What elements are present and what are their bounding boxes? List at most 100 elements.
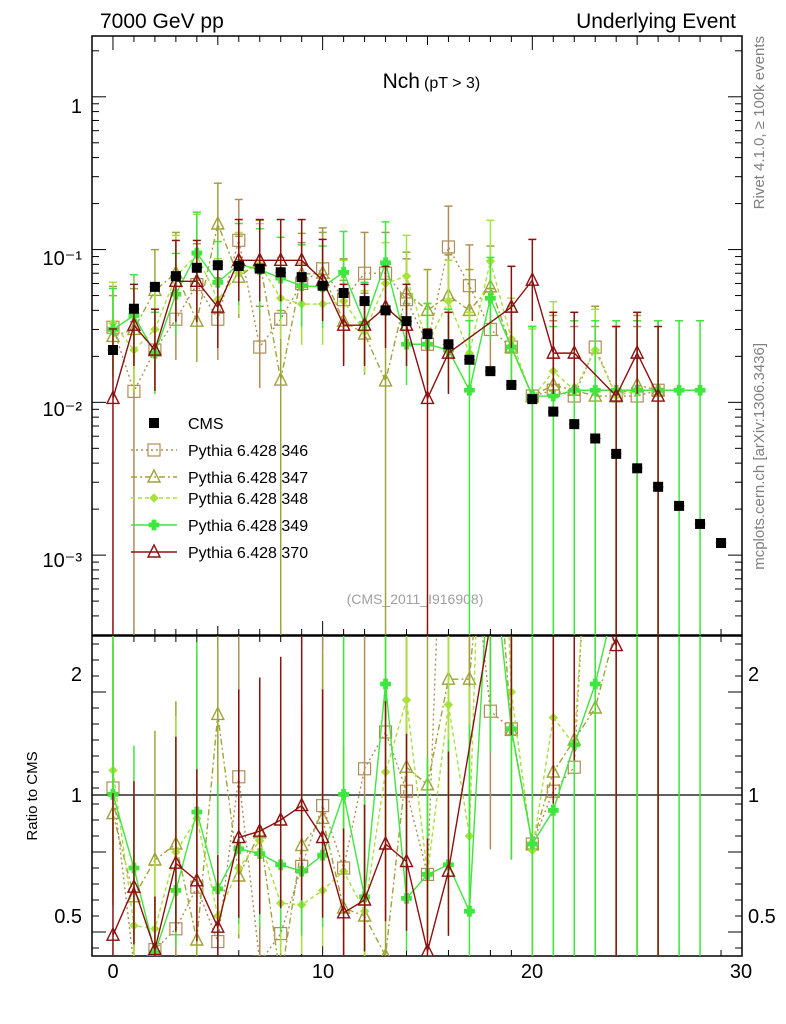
cms-data-point: [590, 433, 601, 444]
ratio-data-point: [609, 637, 624, 652]
ratio-series-line: [112, 636, 582, 956]
cms-data-point: [485, 366, 496, 377]
cms-data-point: [149, 281, 160, 292]
ratio-data-point: [381, 947, 390, 956]
ratio-data-point: [420, 942, 435, 956]
ratio-series-line: [112, 636, 618, 953]
ratio-data-point: [252, 822, 267, 837]
ratio-data-point: [147, 941, 163, 956]
ratio-data-point: [210, 918, 225, 933]
cms-data-point: [674, 500, 685, 511]
ratio-tick-label-2: 2: [71, 664, 82, 686]
data-point: [441, 240, 456, 254]
ratio-data-point: [128, 960, 140, 972]
data-point: [546, 344, 561, 359]
data-point: [525, 271, 540, 286]
cms-data-point: [359, 296, 370, 307]
data-point: [253, 340, 267, 354]
analysis-id: (CMS_2011_I916908): [347, 591, 484, 607]
cms-data-point: [443, 339, 454, 350]
cms-data-point: [380, 305, 391, 316]
cms-data-point: [401, 316, 412, 327]
cms-data-point: [296, 272, 307, 283]
data-point: [357, 316, 372, 331]
data-point: [673, 384, 685, 396]
ratio-data-point: [253, 955, 267, 956]
legend-swatch-marker: [148, 519, 160, 531]
cms-data-point: [107, 345, 118, 356]
ratio-data-point: [357, 762, 372, 776]
ratio-data-point: [273, 811, 288, 826]
mcplots-label: mcplots.cern.ch [arXiv:1306.3436]: [751, 343, 768, 570]
ratio-data-point: [168, 854, 184, 869]
legend-label-346: Pythia 6.428 346: [188, 443, 308, 460]
series-5: [105, 218, 666, 635]
cms-data-point: [254, 263, 265, 274]
series-line: [112, 221, 659, 397]
data-point: [380, 257, 391, 269]
ratio-tick-label-1: 1: [71, 785, 82, 807]
cms-data: [107, 260, 727, 549]
cms-data-point: [170, 271, 181, 282]
ratio-data-point: [526, 838, 538, 850]
plot-subtitle: (pT > 3): [424, 75, 480, 92]
x-tick-label-30: 30: [730, 961, 752, 983]
ratio-data-point: [231, 829, 246, 844]
data-point: [504, 298, 519, 313]
x-tick-label-0: 0: [107, 961, 118, 983]
legend-swatch-marker: [149, 493, 159, 503]
legend-swatch-marker: [146, 468, 162, 483]
y-tick-label-1: 1: [71, 96, 82, 118]
ratio-data-point: [105, 926, 121, 941]
ratio-data-point: [547, 805, 559, 816]
cms-data-point: [275, 267, 286, 278]
data-point: [547, 390, 559, 402]
data-point: [336, 316, 351, 331]
ratio-data-point: [357, 891, 372, 906]
ratio-panel-frame: [91, 635, 743, 957]
legend-swatch-marker: [147, 443, 161, 457]
ratio-tick-label-1-right: 1: [748, 785, 759, 807]
data-point: [694, 384, 706, 396]
cms-data-point: [233, 261, 244, 272]
cms-data-point: [569, 419, 580, 430]
data-point: [443, 296, 454, 306]
main-panel-frame: [91, 35, 743, 636]
cms-data-point: [716, 538, 727, 549]
data-point: [464, 384, 475, 396]
cms-data-point: [464, 354, 475, 365]
ratio-data-point: [189, 872, 204, 887]
data-point: [273, 251, 288, 267]
ratio-data-point: [275, 973, 287, 985]
cms-data-point: [191, 262, 202, 273]
legend-swatch-marker: [146, 543, 162, 558]
data-point: [357, 266, 372, 280]
cms-data-point: [527, 394, 538, 405]
ratio-series-5: [105, 93, 659, 956]
ratio-data-point: [399, 853, 414, 868]
ratio-data-point: [338, 789, 350, 800]
ratio-data-point: [485, 527, 495, 537]
data-point: [147, 341, 163, 356]
data-point: [567, 344, 582, 359]
y-tick-label-0.01: 10⁻²: [43, 399, 83, 421]
ratio-tick-label-2-right: 2: [748, 664, 759, 686]
ratio-data-point: [126, 878, 142, 893]
series-line: [112, 253, 638, 400]
ratio-data-point: [378, 835, 393, 850]
x-tick-label-20: 20: [521, 961, 543, 983]
data-point: [126, 316, 142, 331]
ratio-data-point: [462, 670, 477, 685]
ratio-data-point: [380, 678, 391, 690]
legend-swatch-cms: [149, 418, 159, 428]
data-point: [589, 384, 601, 396]
cms-data-point: [506, 379, 517, 390]
data-point: [484, 292, 496, 304]
ratio-data-point: [484, 437, 496, 449]
ratio-data-point: [294, 797, 309, 812]
ratio-data-point: [336, 904, 351, 919]
ratio-data-point: [631, 93, 643, 105]
legend-label-370: Pythia 6.428 370: [188, 545, 308, 562]
ratio-data-point: [443, 700, 454, 710]
data-point: [378, 372, 393, 387]
